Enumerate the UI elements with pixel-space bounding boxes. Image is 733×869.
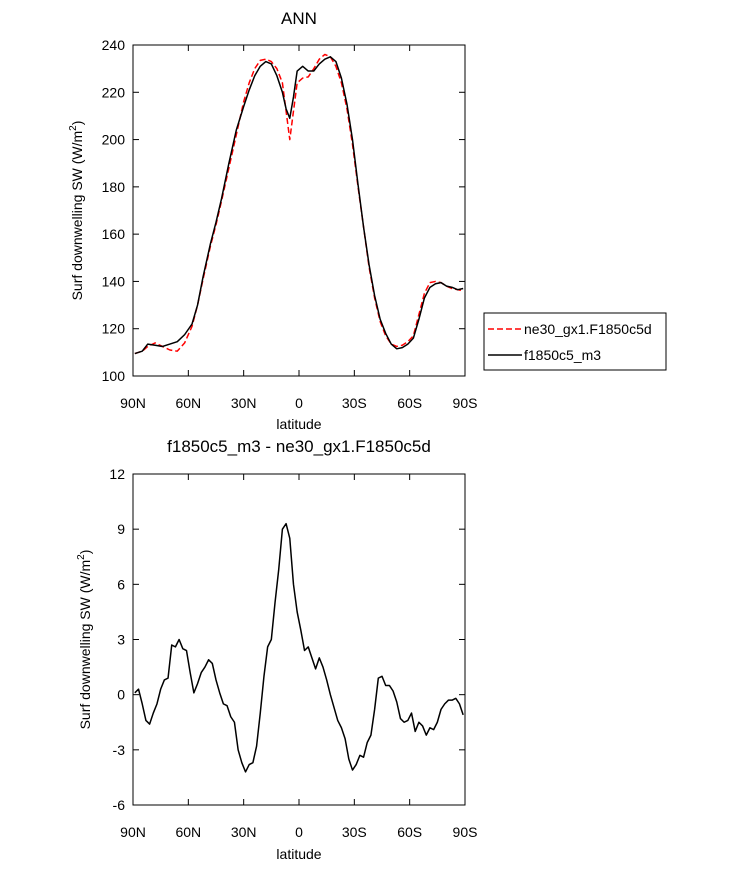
legend-box bbox=[483, 312, 667, 371]
y-tick-label: 180 bbox=[102, 179, 126, 195]
x-tick-label: 30N bbox=[231, 395, 257, 411]
y-tick-label: 220 bbox=[102, 84, 126, 100]
y-axis-label: Surf downwelling SW (W/m2) bbox=[76, 550, 93, 730]
x-axis-label: latitude bbox=[276, 846, 321, 862]
y-tick-label: -3 bbox=[113, 742, 126, 758]
x-tick-label: 60N bbox=[175, 824, 201, 840]
legend-label-2: f1850c5_m3 bbox=[524, 347, 601, 363]
y-axis-label-superscript: 2 bbox=[68, 125, 79, 131]
chart-panel-2: f1850c5_m3 - ne30_gx1.F1850c5d 90N 60N 30N 0… bbox=[76, 437, 477, 862]
y-tick-label: 120 bbox=[102, 321, 126, 337]
chart-title: ANN bbox=[281, 9, 317, 28]
legend: ne30_gx1.F1850c5d f1850c5_m3 bbox=[483, 312, 667, 371]
x-tick-label: 60S bbox=[397, 824, 422, 840]
y-tick-label: 9 bbox=[117, 521, 125, 537]
x-tick-label: 90N bbox=[120, 395, 146, 411]
chart-title: f1850c5_m3 - ne30_gx1.F1850c5d bbox=[167, 437, 431, 456]
y-tick-label: 0 bbox=[117, 687, 125, 703]
y-axis-label-superscript: 2 bbox=[76, 554, 87, 560]
x-axis-label: latitude bbox=[276, 416, 321, 432]
legend-label-1: ne30_gx1.F1850c5d bbox=[524, 321, 652, 337]
y-tick-label: 100 bbox=[102, 368, 126, 384]
y-axis-label-text: Surf downwelling SW (W/m bbox=[77, 560, 93, 730]
x-tick-label: 90S bbox=[453, 395, 478, 411]
plot-frame bbox=[132, 44, 466, 377]
series-line-1 bbox=[134, 53, 464, 355]
x-tick-label: 0 bbox=[295, 395, 303, 411]
y-axis-label-text: Surf downwelling SW (W/m bbox=[69, 131, 85, 301]
y-tick-label: 12 bbox=[109, 466, 125, 482]
x-tick-label: 60N bbox=[175, 395, 201, 411]
x-tick-label: 30S bbox=[342, 395, 367, 411]
y-tick-label: 6 bbox=[117, 576, 125, 592]
y-tick-label: 200 bbox=[102, 132, 126, 148]
series-line-1 bbox=[134, 522, 464, 773]
y-tick-label: 140 bbox=[102, 273, 126, 289]
x-tick-label: 90N bbox=[120, 824, 146, 840]
x-tick-label: 0 bbox=[295, 824, 303, 840]
y-tick-label: -6 bbox=[113, 797, 126, 813]
series-line-2 bbox=[134, 56, 464, 355]
x-tick-label: 30N bbox=[231, 824, 257, 840]
x-tick-label: 90S bbox=[453, 824, 478, 840]
y-axis-label-end: ) bbox=[69, 121, 85, 126]
y-tick-label: 160 bbox=[102, 226, 126, 242]
plot-frame bbox=[132, 473, 466, 806]
y-tick-label: 3 bbox=[117, 632, 125, 648]
y-tick-label: 240 bbox=[102, 37, 126, 53]
y-axis-label: Surf downwelling SW (W/m2) bbox=[68, 121, 85, 301]
y-axis-label-end: ) bbox=[77, 550, 93, 555]
chart-panel-1: ANN 90N 60N 30N 0 30S 60S 90S 100 120 140 160 180 200… bbox=[68, 9, 477, 432]
x-tick-label: 60S bbox=[397, 395, 422, 411]
x-tick-label: 30S bbox=[342, 824, 367, 840]
